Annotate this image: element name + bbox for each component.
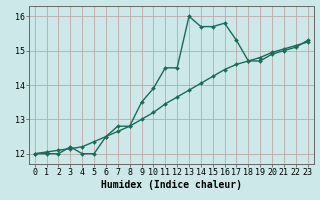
- X-axis label: Humidex (Indice chaleur): Humidex (Indice chaleur): [101, 180, 242, 190]
